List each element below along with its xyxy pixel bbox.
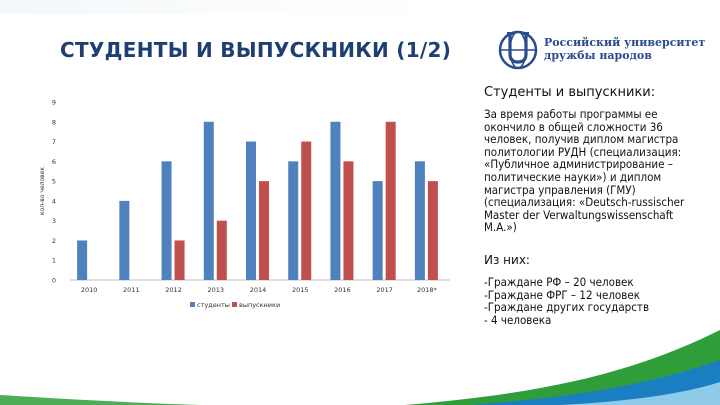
left-wave-shape xyxy=(0,395,200,405)
y-tick-label: 9 xyxy=(52,99,56,107)
y-tick-label: 5 xyxy=(52,178,56,186)
bar-vypuskniki xyxy=(301,141,312,280)
bar-studenty xyxy=(161,161,172,280)
panel-paragraph: За время работы программы ее окончило в … xyxy=(484,107,688,235)
top-band xyxy=(0,0,720,14)
y-axis-label: кол-во человек xyxy=(39,167,46,215)
slide-title: СТУДЕНТЫ И ВЫПУСКНИКИ (1/2) xyxy=(60,38,452,62)
bar-vypuskniki xyxy=(259,181,269,280)
light-wave-shape xyxy=(560,382,720,405)
list-item: -Граждане РФ – 20 человек xyxy=(484,275,634,289)
bar-vypuskniki xyxy=(385,121,396,281)
list-item: -Граждане других государств xyxy=(484,300,650,315)
bar-studenty xyxy=(288,161,299,280)
y-tick-label: 3 xyxy=(52,217,56,225)
x-tick-label: 2015 xyxy=(292,286,309,294)
x-tick-label: 2017 xyxy=(376,286,393,294)
bar-studenty xyxy=(330,121,341,281)
x-tick-label: 2010 xyxy=(81,286,98,294)
bar-studenty xyxy=(119,200,130,280)
legend-label: выпускники xyxy=(239,301,280,309)
y-tick-label: 7 xyxy=(52,138,56,146)
citizenship-list: -Граждане РФ – 20 человек -Граждане ФРГ … xyxy=(484,276,699,326)
list-item: - 4 человека xyxy=(484,312,552,327)
legend-swatch xyxy=(190,302,195,307)
bar-studenty xyxy=(414,161,425,280)
bar-studenty xyxy=(246,141,256,280)
bar-vypuskniki xyxy=(174,240,185,280)
panel-subheading: Из них: xyxy=(484,253,530,267)
bar-studenty xyxy=(77,240,88,280)
y-tick-label: 0 xyxy=(52,277,56,285)
list-item: -Граждане ФРГ – 12 человек xyxy=(484,287,640,302)
x-tick-label: 2011 xyxy=(123,286,140,294)
legend-swatch xyxy=(232,302,237,307)
panel-heading: Студенты и выпускники: xyxy=(484,85,656,100)
y-tick-label: 4 xyxy=(52,197,56,205)
university-logo: Российский университет дружбы народов xyxy=(498,28,705,76)
bar-chart: кол-во человек 0 1 2 3 4 5 6 7 8 9 2010 2011 2012 2013… xyxy=(39,99,450,309)
bar-vypuskniki xyxy=(216,220,227,280)
x-tick-label: 2012 xyxy=(165,286,182,294)
x-tick-label: 2018* xyxy=(417,286,438,294)
legend-label: студенты xyxy=(197,301,230,309)
y-tick-label: 2 xyxy=(52,237,56,245)
bar-studenty xyxy=(372,181,383,280)
rudn-globe-emblem-icon xyxy=(498,30,538,70)
x-tick-label: 2013 xyxy=(208,286,225,294)
blue-wave-shape xyxy=(470,360,720,405)
x-tick-label: 2016 xyxy=(334,286,351,294)
bar-vypuskniki xyxy=(343,161,354,280)
logo-text: Российский университет дружбы народов xyxy=(544,36,705,62)
y-tick-label: 8 xyxy=(52,118,56,126)
y-tick-label: 6 xyxy=(52,158,56,166)
x-tick-label: 2014 xyxy=(250,286,267,294)
bar-studenty xyxy=(203,121,214,281)
bar-vypuskniki xyxy=(427,181,438,280)
y-tick-label: 1 xyxy=(52,257,56,265)
logo-line-1: Российский университет xyxy=(544,36,706,49)
logo-line-2: дружбы народов xyxy=(544,49,652,62)
